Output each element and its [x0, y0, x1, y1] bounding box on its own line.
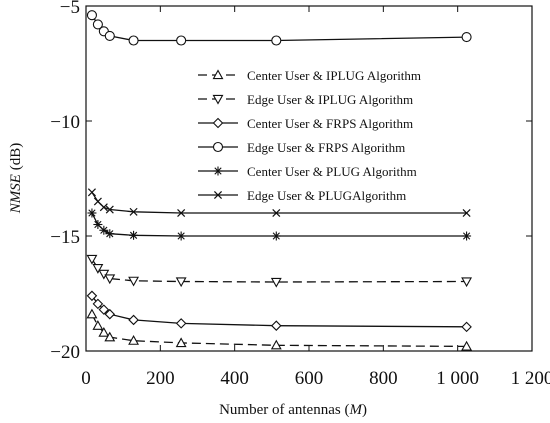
data-point-diamond [175, 318, 187, 329]
series-5 [87, 208, 472, 241]
series-2 [86, 254, 473, 288]
data-point-triangle-up [92, 320, 104, 330]
legend-label: Edge User & IPLUG Algorithm [247, 92, 413, 107]
data-point-x [99, 203, 108, 212]
data-point-diamond [92, 298, 104, 310]
data-point-triangle-down [92, 264, 104, 274]
legend-item: Edge User & FRPS Algorithm [198, 140, 405, 155]
legend-label: Center User & FRPS Algorithm [247, 116, 413, 131]
data-point-x [105, 205, 114, 214]
data-point-triangle-down [104, 274, 116, 285]
data-point-triangle-up [104, 331, 116, 342]
series-layer [86, 10, 473, 351]
data-point-triangle-up [270, 339, 282, 350]
legend-item: Edge User & IPLUG Algorithm [198, 92, 413, 107]
data-point-diamond [128, 314, 139, 326]
legend-label: Edge User & PLUGAlgorithm [247, 188, 406, 203]
data-point-circle [92, 19, 103, 30]
data-point-star [105, 229, 115, 239]
x-axis-label-var: M [348, 402, 363, 418]
data-point-diamond [271, 320, 282, 331]
series-3 [86, 290, 472, 333]
data-point-circle [271, 35, 282, 46]
data-point-diamond [104, 308, 116, 320]
data-point-diamond [98, 304, 110, 315]
data-point-circle [461, 31, 472, 43]
data-point-circle [212, 141, 224, 153]
legend: Center User & IPLUG Algorithm Edge User &… [198, 68, 421, 203]
data-point-x [129, 207, 138, 216]
x-tick-label: 1 200 [511, 368, 550, 389]
data-point-diamond [212, 117, 224, 129]
data-point-circle [86, 10, 97, 21]
data-point-star [213, 166, 223, 176]
data-point-diamond [461, 321, 472, 333]
data-point-star [93, 220, 103, 229]
series-6 [87, 188, 471, 218]
series-4 [86, 10, 472, 46]
series-1 [86, 308, 473, 351]
data-point-triangle-up [212, 69, 224, 80]
legend-label: Center User & PLUG Algorithm [247, 164, 417, 179]
x-tick-label: 800 [369, 368, 398, 389]
data-point-star [129, 230, 139, 240]
data-point-star [176, 231, 186, 241]
data-point-triangle-down [461, 277, 473, 288]
y-tick-label: −20 [50, 342, 80, 363]
data-point-triangle-up [98, 326, 110, 337]
data-point-x [177, 208, 186, 218]
data-point-x [462, 208, 471, 218]
data-point-star [99, 225, 109, 235]
legend-label: Edge User & FRPS Algorithm [247, 140, 405, 155]
x-tick-label: 0 [81, 368, 91, 389]
data-point-triangle-down [86, 254, 98, 265]
data-point-circle [104, 30, 115, 41]
x-axis-label-close: ) [362, 402, 367, 418]
y-tick-label: −10 [50, 112, 80, 133]
data-point-triangle-down [175, 277, 187, 288]
data-point-star [462, 231, 472, 241]
data-point-triangle-up [461, 340, 473, 351]
legend-item: Center User & FRPS Algorithm [198, 116, 413, 131]
data-point-x [87, 188, 96, 197]
y-axis-label-var: NMSE [8, 174, 24, 214]
data-point-star [271, 231, 281, 241]
legend-item: Center User & IPLUG Algorithm [198, 68, 421, 83]
legend-label: Center User & IPLUG Algorithm [247, 68, 421, 83]
data-point-x [272, 208, 281, 218]
y-tick-label: −5 [60, 0, 80, 18]
data-point-triangle-down [128, 276, 140, 287]
y-axis-label: NMSE (dB) [8, 143, 24, 214]
series-line [91, 295, 467, 328]
data-point-triangle-down [212, 94, 224, 105]
x-tick-label: 1 000 [436, 368, 479, 389]
data-point-triangle-down [270, 277, 282, 288]
data-point-triangle-up [128, 335, 140, 345]
y-tick-label: −15 [50, 227, 80, 248]
x-tick-label: 200 [146, 368, 175, 389]
x-tick-label: 600 [295, 368, 324, 389]
data-point-star [87, 208, 97, 218]
legend-item: Edge User & PLUGAlgorithm [198, 188, 406, 203]
legend-item: Center User & PLUG Algorithm [198, 164, 417, 179]
data-point-triangle-up [86, 308, 98, 319]
axis-ticks: 0 200 400 600 800 1 000 1 200 −20 −15 −10 −5 [50, 0, 550, 389]
data-point-circle [176, 35, 187, 46]
x-axis-label-text: Number of antennas ( [219, 402, 349, 418]
x-axis-label: Number of antennas (M) [219, 402, 367, 418]
y-axis-label-unit: (dB) [8, 143, 24, 174]
data-point-triangle-up [175, 337, 187, 348]
data-point-circle [128, 35, 139, 46]
x-tick-label: 400 [220, 368, 249, 389]
data-point-diamond [86, 290, 98, 302]
series-line [91, 313, 467, 348]
data-point-x [213, 190, 223, 200]
